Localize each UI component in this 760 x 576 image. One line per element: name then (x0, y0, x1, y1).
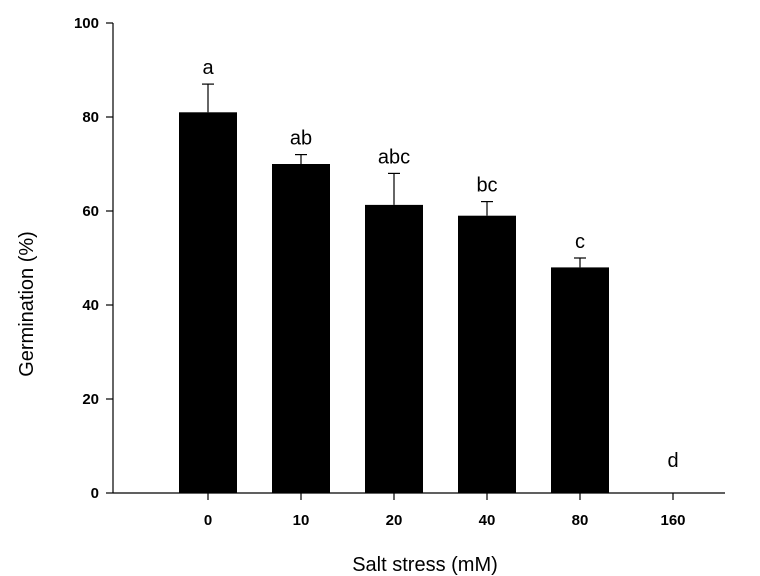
significance-letter: c (575, 231, 585, 253)
y-tick-label: 100 (74, 15, 99, 32)
significance-letter: ab (290, 128, 312, 150)
bars (179, 112, 609, 494)
bar (551, 267, 609, 493)
y-axis-title: Germination (%) (16, 231, 38, 377)
y-tick-label: 40 (82, 297, 99, 314)
significance-letter: d (667, 450, 678, 472)
bar (458, 215, 516, 493)
x-tick-labels: 0 10 20 40 80 160 (204, 512, 686, 529)
significance-letters: a ab abc bc c d (202, 57, 678, 472)
x-tick-label: 160 (660, 512, 685, 529)
y-tick-label: 60 (82, 203, 99, 220)
x-tick-label: 80 (572, 512, 589, 529)
x-tick-label: 10 (293, 512, 310, 529)
significance-letter: abc (378, 146, 410, 168)
significance-letter: bc (476, 175, 497, 197)
x-tick-label: 0 (204, 512, 212, 529)
bar (365, 204, 423, 493)
x-tick-label: 20 (386, 512, 403, 529)
error-bars (202, 83, 586, 268)
y-tick-label: 80 (82, 109, 99, 126)
y-tick-label: 0 (91, 485, 99, 502)
bar (179, 112, 237, 494)
x-axis-title: Salt stress (mM) (352, 554, 498, 576)
bar (272, 164, 330, 493)
x-tick-label: 40 (479, 512, 496, 529)
significance-letter: a (202, 57, 214, 79)
y-tick-labels: 0 20 40 60 80 100 (74, 15, 99, 502)
y-tick-label: 20 (82, 391, 99, 408)
